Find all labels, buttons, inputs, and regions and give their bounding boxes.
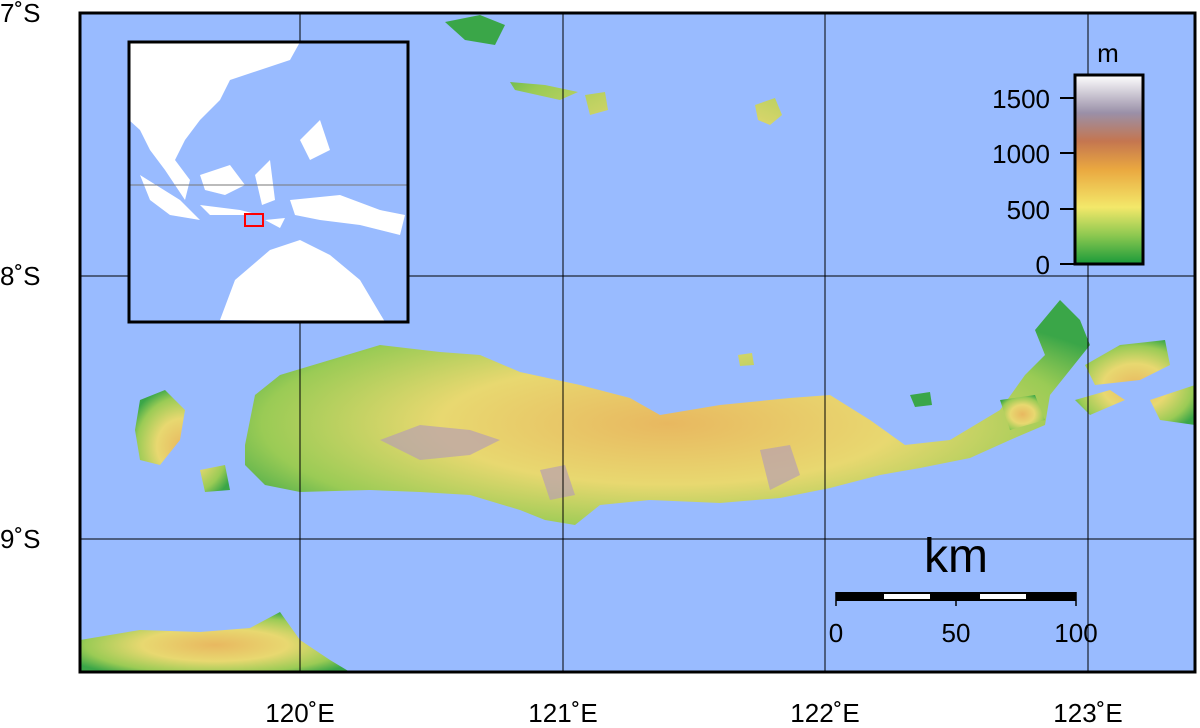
legend-color-bar: [1073, 73, 1145, 266]
inset-location-box: [244, 213, 264, 227]
peaks: [380, 425, 800, 500]
lembata-island: [1075, 340, 1195, 425]
longitude-labels: 120˚E 121˚E 122˚E 123˚E: [265, 698, 1122, 728]
map-frame: [78, 11, 1197, 674]
sumbawa-island: [80, 612, 350, 672]
flores-island: [245, 300, 1090, 525]
scale-bar: km 0 50 100: [829, 530, 1098, 648]
scale-tick-0: 0: [829, 618, 843, 648]
legend-tick-1000: 1000: [992, 139, 1050, 169]
legend-tick-1500: 1500: [992, 84, 1050, 114]
scale-tick-100: 100: [1054, 618, 1097, 648]
lon-label-123e: 123˚E: [1053, 698, 1122, 728]
scale-tick-50: 50: [942, 618, 971, 648]
elevation-legend: m 0 500 1000 1500: [992, 38, 1145, 280]
legend-tick-0: 0: [1036, 250, 1050, 280]
lat-label-9s: 9˚S: [0, 524, 40, 554]
islands: [80, 15, 1195, 672]
adonara-island: [1000, 395, 1045, 430]
latitude-labels: 7˚S 8˚S 9˚S: [0, 0, 40, 554]
legend-tick-500: 500: [1007, 195, 1050, 225]
rinca-komodo-islands: [135, 390, 230, 492]
lat-label-8s: 8˚S: [0, 261, 40, 291]
inset-map: [127, 40, 410, 324]
lat-label-7s: 7˚S: [0, 0, 40, 28]
legend-unit: m: [1097, 38, 1119, 68]
scale-unit: km: [924, 530, 988, 583]
lon-label-122e: 122˚E: [790, 698, 859, 728]
lon-label-120e: 120˚E: [265, 698, 334, 728]
lon-label-121e: 121˚E: [528, 698, 597, 728]
